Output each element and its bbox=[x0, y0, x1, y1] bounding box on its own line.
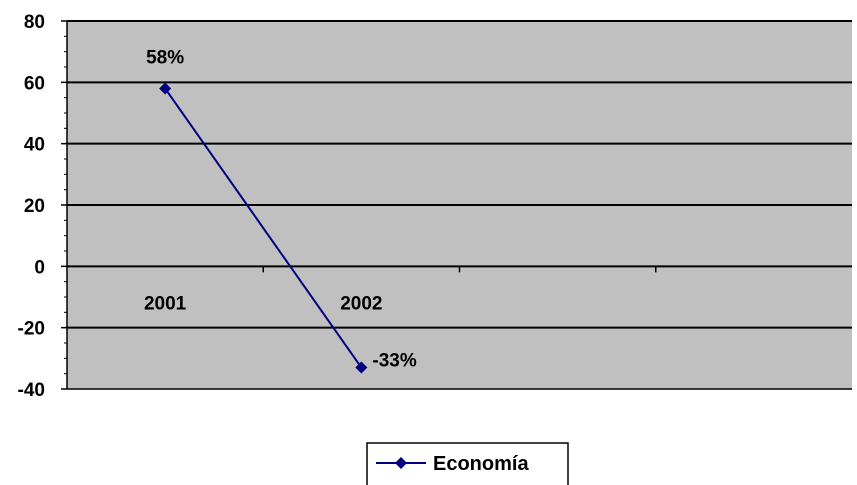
y-axis-tick-label: 80 bbox=[24, 12, 45, 33]
data-point-marker bbox=[355, 361, 368, 374]
data-point-marker bbox=[159, 82, 172, 95]
series: 58% -33% bbox=[146, 47, 417, 374]
y-axis-tick-label: -40 bbox=[18, 380, 45, 401]
legend-label: Economía bbox=[433, 453, 529, 475]
data-label: 58% bbox=[146, 47, 184, 68]
y-axis-tick-label: 60 bbox=[24, 73, 45, 94]
x-axis-tick-label: 2001 bbox=[144, 293, 187, 314]
y-axis-tick-label: 40 bbox=[24, 135, 45, 156]
y-axis-tick-label: -20 bbox=[18, 319, 45, 340]
legend: Economía bbox=[366, 442, 569, 485]
axes bbox=[61, 20, 852, 390]
x-axis-tick-label: 2002 bbox=[340, 293, 382, 314]
gridlines bbox=[67, 20, 852, 329]
data-label: -33% bbox=[372, 351, 416, 372]
y-axis-tick-label: 0 bbox=[34, 257, 45, 278]
series-line bbox=[164, 87, 363, 369]
legend-swatch-marker bbox=[395, 457, 407, 469]
y-axis-tick-label: 20 bbox=[24, 196, 45, 217]
y-axis-tick-labels: 80 60 40 20 0 -20 -40 bbox=[18, 12, 45, 401]
x-axis-tick-labels: 2001 2002 bbox=[144, 293, 383, 314]
